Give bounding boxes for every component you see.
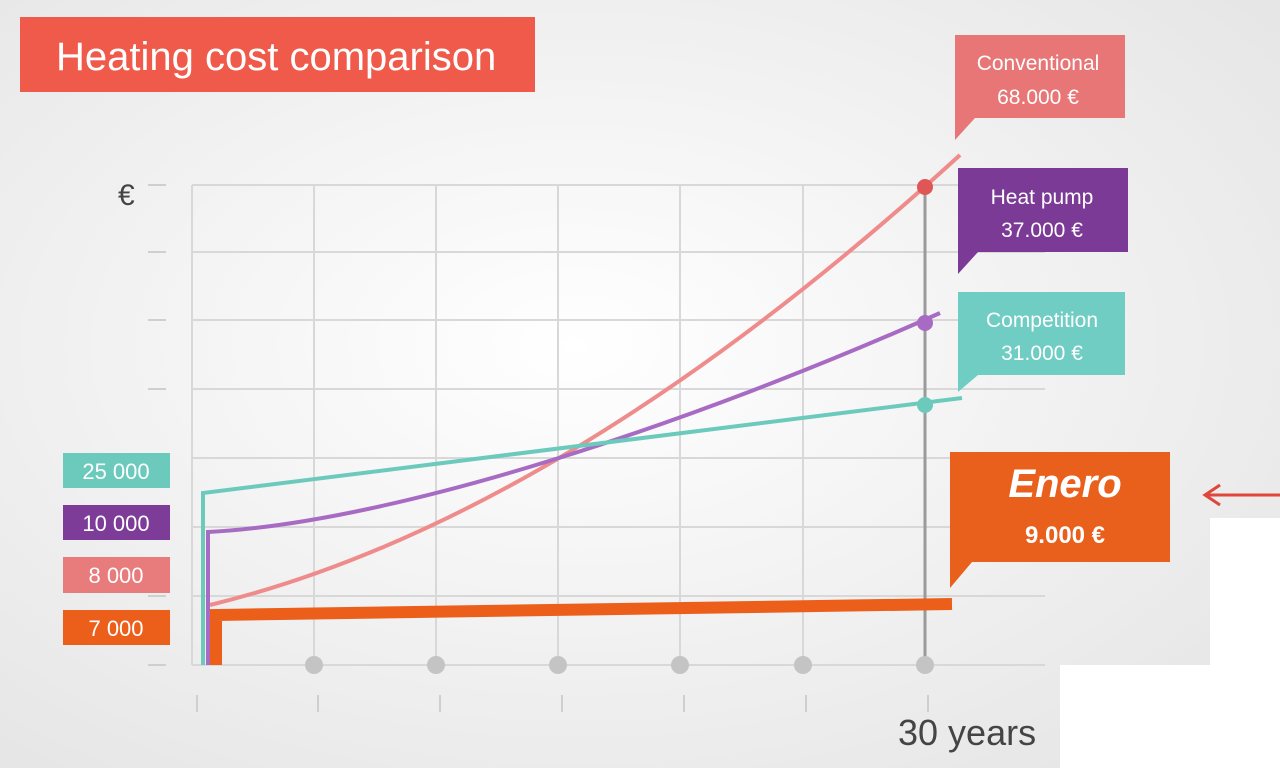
- callout-value: 9.000 €: [1025, 522, 1105, 549]
- title-box: [20, 17, 535, 92]
- title: Heating cost comparison: [56, 35, 496, 79]
- conventional-dot: [917, 179, 933, 195]
- start-box: [63, 505, 170, 540]
- callout-name: Heat pump: [991, 186, 1094, 209]
- heat-pump-dot: [917, 315, 933, 331]
- callout-name: Conventional: [977, 52, 1100, 75]
- start-label: 8 000: [88, 563, 143, 588]
- heat-pump-line: [206, 311, 941, 665]
- cost-lines: [201, 153, 963, 665]
- corner-blank: [1060, 518, 1280, 768]
- x-label: 30 years: [898, 712, 1036, 753]
- callout-name: Competition: [986, 309, 1098, 332]
- start-box: [63, 557, 170, 593]
- enero-line: [210, 598, 953, 665]
- pointer-arrow: [1202, 483, 1280, 507]
- start-label: 25 000: [82, 459, 149, 484]
- start-box: [63, 453, 170, 488]
- axis-dots: [305, 656, 934, 674]
- callout-name: Enero: [1008, 462, 1121, 506]
- callout-value: 68.000 €: [997, 86, 1079, 109]
- start-label: 10 000: [82, 511, 149, 536]
- grid: [191, 184, 1045, 666]
- start-label: 7 000: [88, 616, 143, 641]
- callout-value: 37.000 €: [1001, 219, 1083, 242]
- competition-dot: [917, 397, 933, 413]
- callout: [958, 168, 1128, 274]
- callout: [950, 452, 1170, 588]
- competition-line: [201, 396, 963, 665]
- callout-value: 31.000 €: [1001, 342, 1083, 365]
- conventional-line: [209, 153, 962, 607]
- start-box: [63, 610, 170, 645]
- callout: [955, 35, 1125, 140]
- y-unit: €: [118, 179, 135, 212]
- callout: [958, 292, 1125, 392]
